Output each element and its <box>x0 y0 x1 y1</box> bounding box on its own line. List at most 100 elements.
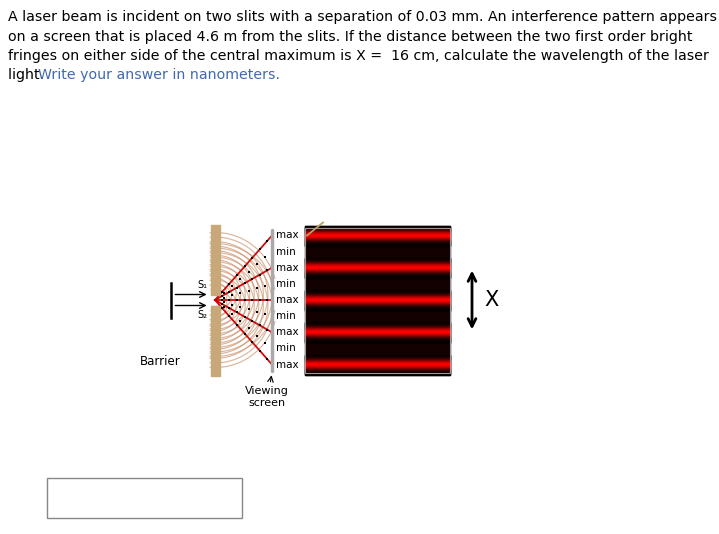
Bar <box>305 230 450 231</box>
Bar <box>305 373 450 374</box>
Bar <box>305 309 450 310</box>
Bar <box>305 335 450 336</box>
Bar <box>305 309 450 310</box>
Bar <box>305 308 450 309</box>
Bar <box>305 335 450 336</box>
Bar <box>305 264 450 265</box>
Bar <box>305 337 450 338</box>
Bar <box>305 366 450 367</box>
Bar <box>305 245 450 246</box>
Bar <box>305 243 450 244</box>
Bar <box>47 478 242 518</box>
Bar <box>305 300 450 301</box>
Bar <box>305 240 450 241</box>
Bar <box>305 307 450 308</box>
Bar <box>305 302 450 303</box>
Bar <box>305 271 450 272</box>
Text: S₂: S₂ <box>198 310 208 319</box>
Bar <box>305 371 450 372</box>
Bar <box>305 330 450 331</box>
Bar <box>305 370 450 371</box>
Bar <box>305 230 450 231</box>
Bar <box>305 374 450 375</box>
Bar <box>305 359 450 360</box>
Bar <box>305 258 450 259</box>
Bar <box>305 290 450 292</box>
Bar <box>305 238 450 239</box>
Bar <box>305 265 450 266</box>
Bar <box>305 258 450 259</box>
Bar <box>305 298 450 299</box>
Bar <box>305 303 450 304</box>
Bar <box>305 360 450 361</box>
Bar <box>305 226 450 227</box>
Bar <box>305 299 450 300</box>
Bar <box>305 304 450 305</box>
Text: light.: light. <box>8 68 49 82</box>
Bar <box>305 294 450 295</box>
Bar <box>305 266 450 267</box>
Bar <box>305 323 450 324</box>
Bar <box>305 325 450 326</box>
Bar <box>305 341 450 342</box>
Bar <box>305 359 450 360</box>
Bar <box>305 276 450 277</box>
Bar <box>305 365 450 366</box>
Bar <box>305 372 450 373</box>
Bar <box>305 366 450 367</box>
Bar <box>305 327 450 328</box>
Bar <box>305 341 450 342</box>
Bar <box>305 338 450 339</box>
Bar <box>305 227 450 228</box>
Bar <box>305 242 450 244</box>
Bar <box>305 272 450 273</box>
Bar <box>305 336 450 337</box>
Bar <box>305 267 450 268</box>
Text: Barrier: Barrier <box>139 355 180 368</box>
Bar <box>305 239 450 240</box>
Bar <box>305 367 450 368</box>
Bar <box>305 259 450 260</box>
Bar <box>305 261 450 262</box>
Bar <box>305 364 450 365</box>
Bar <box>305 296 450 297</box>
Bar <box>305 327 450 328</box>
Bar <box>305 227 450 373</box>
Text: A laser beam is incident on two slits with a separation of 0.03 mm. An interfere: A laser beam is incident on two slits wi… <box>8 10 717 24</box>
Bar <box>305 340 450 341</box>
Bar <box>305 336 450 337</box>
Text: S₁: S₁ <box>198 280 208 290</box>
Bar <box>211 224 219 294</box>
Bar <box>305 355 450 356</box>
Bar <box>305 357 450 358</box>
Bar <box>305 235 450 236</box>
Bar <box>305 268 450 269</box>
Text: X: X <box>484 290 498 310</box>
Bar <box>305 290 450 291</box>
Bar <box>305 342 450 343</box>
Bar <box>305 244 450 245</box>
Bar <box>305 326 450 327</box>
Bar <box>305 301 450 302</box>
Bar <box>305 332 450 333</box>
Bar <box>305 275 450 276</box>
Text: min: min <box>276 247 296 257</box>
Bar <box>305 329 450 330</box>
Bar <box>305 340 450 341</box>
Bar <box>305 270 450 271</box>
Bar <box>305 304 450 305</box>
Bar <box>305 292 450 293</box>
Bar <box>305 324 450 325</box>
Bar <box>305 229 450 230</box>
Bar <box>305 295 450 296</box>
Bar <box>305 263 450 264</box>
Bar <box>305 239 450 240</box>
Text: min: min <box>276 279 296 289</box>
Bar <box>305 370 450 371</box>
Bar <box>305 330 450 331</box>
Bar <box>305 237 450 238</box>
Bar <box>305 357 450 358</box>
Bar <box>305 233 450 234</box>
Text: max: max <box>276 327 298 337</box>
Bar <box>305 245 450 246</box>
